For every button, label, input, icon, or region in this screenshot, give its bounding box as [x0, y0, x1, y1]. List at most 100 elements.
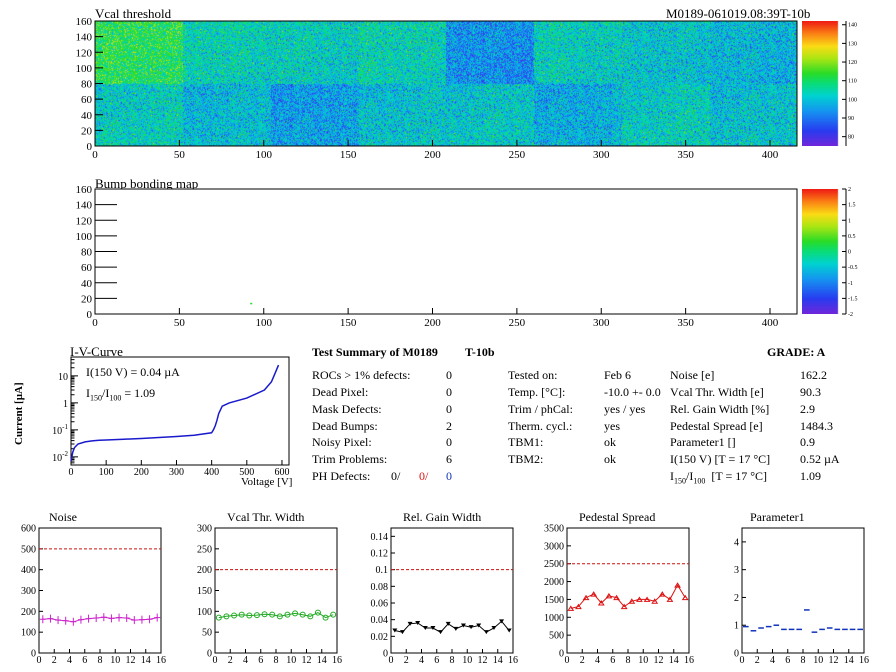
run-id-label: M0189-061019.08:39T-10b: [666, 6, 811, 21]
x-tick-label: 100: [99, 467, 114, 478]
summary-label: Rel. Gain Width [%]: [670, 402, 770, 416]
data-point: [613, 594, 620, 601]
plot-frame: [390, 527, 514, 654]
ratio-sub2: 100: [693, 476, 706, 486]
summary-label: Pedestal Spread [e]: [670, 419, 763, 433]
data-point: [284, 611, 291, 618]
y-tick-exponent: -1: [62, 423, 68, 431]
y-tick-label: 2: [734, 593, 739, 604]
summary-value: 0: [446, 435, 452, 449]
summary-label: TBM1:: [508, 435, 544, 449]
x-tick-label: 12: [654, 655, 664, 666]
x-tick-label: 0: [92, 149, 98, 161]
y-tick-label: 200: [21, 607, 36, 618]
summary-label: TBM2:: [508, 452, 544, 466]
x-tick-label: 400: [204, 467, 219, 478]
y-tick-label: 10-2: [52, 450, 68, 464]
data-point: [330, 611, 337, 618]
data-point: [468, 625, 474, 630]
x-tick-label: 16: [684, 655, 694, 666]
data-point: [223, 613, 230, 620]
x-tick-label: 16: [156, 655, 166, 666]
vcal-color-palette: [802, 21, 846, 146]
x-tick-label: 12: [829, 655, 839, 666]
summary-value: 90.3: [800, 385, 821, 399]
plot-title: Pedestal Spread: [579, 510, 655, 524]
data-point: [261, 611, 268, 618]
palette-tick-label: 0.5: [848, 234, 856, 240]
data-point: [269, 611, 276, 618]
series-line: [218, 612, 334, 619]
y-tick-label: 250: [197, 544, 212, 555]
y-tick-label: 0.14: [371, 532, 389, 543]
data-point: [407, 621, 413, 626]
dead-bump-marker: [250, 302, 253, 305]
palette-tick-label: -2: [848, 312, 853, 316]
y-tick-label: 50: [202, 628, 212, 639]
x-tick-label: 150: [340, 317, 357, 329]
ratio-i: I: [670, 469, 674, 483]
summary-label: Mask Defects:: [312, 402, 382, 416]
y-tick-label: 0: [383, 649, 388, 660]
palette-tick-label: -0.5: [848, 265, 858, 271]
summary-value: 0: [446, 368, 452, 382]
x-tick-label: 4: [770, 655, 775, 666]
x-tick-label: 16: [332, 655, 342, 666]
data-point: [483, 630, 489, 635]
vcal-threshold-heatmap: [95, 21, 797, 146]
y-tick-label: 1500: [544, 595, 564, 606]
y-tick-label: 500: [549, 631, 564, 642]
data-point: [392, 628, 398, 633]
x-tick-label: 8: [274, 655, 279, 666]
iv-ratio-sub1: 150: [90, 393, 102, 403]
x-tick-label: 50: [174, 149, 186, 161]
summary-value: -10.0 +- 0.0: [604, 385, 661, 399]
series-line: [570, 584, 686, 609]
x-tick-label: 400: [762, 317, 779, 329]
data-point: [506, 628, 512, 633]
plot-title: Parameter1: [750, 510, 805, 524]
summary-value: Feb 6: [604, 368, 631, 382]
x-tick-label: 100: [256, 317, 273, 329]
x-tick-label: 300: [593, 149, 610, 161]
vcal-threshold-axes: 0 50 100 150 200 250 300 350 400 0 20 40 60 80 100 120 1…: [76, 16, 798, 161]
palette-tick-label: 140: [848, 23, 857, 29]
summary-label: PH Defects:: [312, 469, 371, 483]
y-tick-label: 200: [197, 565, 212, 576]
palette-tick-label: 120: [848, 60, 857, 66]
x-tick-label: 6: [785, 655, 790, 666]
x-tick-label: 10: [813, 655, 823, 666]
y-tick-label: 100: [76, 231, 93, 243]
y-tick-label: 20: [81, 293, 93, 305]
ph-defects-value-1: 0/: [391, 469, 401, 483]
x-tick-label: 10: [286, 655, 296, 666]
x-tick-label: 2: [755, 655, 760, 666]
x-tick-label: 8: [801, 655, 806, 666]
data-point: [253, 612, 260, 619]
data-point: [590, 591, 598, 597]
x-tick-label: 350: [677, 317, 694, 329]
summary-label: Trim / phCal:: [508, 402, 573, 416]
iv-curve-line: [70, 364, 280, 462]
y-tick-label: 100: [76, 63, 93, 75]
summary-label: Vcal Thr. Width [e]: [670, 385, 764, 399]
x-tick-label: 300: [169, 467, 184, 478]
x-tick-label: 4: [243, 655, 248, 666]
data-point: [445, 621, 451, 626]
data-point: [605, 592, 613, 599]
data-point: [597, 600, 605, 606]
palette-tick-label: 0: [848, 250, 851, 256]
x-tick-label: 6: [258, 655, 263, 666]
data-point: [658, 591, 666, 597]
iv-annotation-current: I(150 V) = 0.04 µA: [86, 365, 180, 379]
summary-value: 1484.3: [800, 419, 833, 433]
data-point: [246, 612, 253, 619]
x-tick-label: 0: [92, 317, 98, 329]
data-point: [231, 612, 238, 619]
grade-label: GRADE: A: [767, 345, 826, 359]
data-point: [215, 614, 222, 621]
